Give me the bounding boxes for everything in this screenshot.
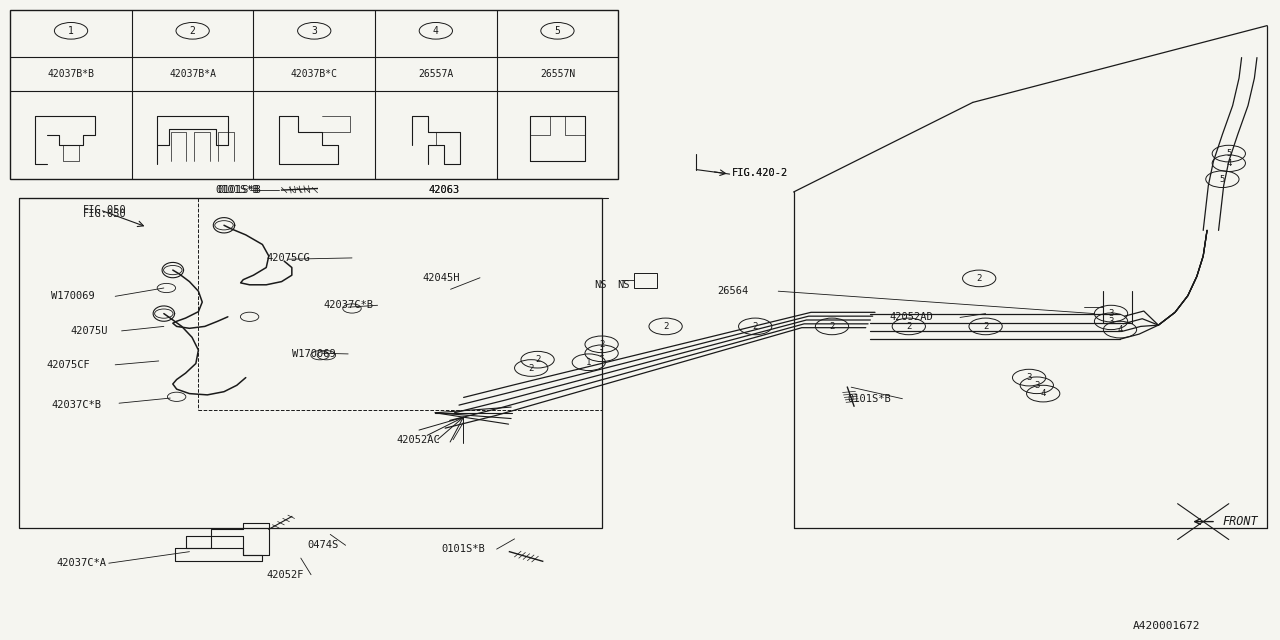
Text: NS: NS [617, 280, 630, 291]
Text: 0101S*B: 0101S*B [442, 544, 485, 554]
Bar [19, 198, 602, 528]
Text: 4: 4 [1117, 325, 1123, 334]
Text: FIG.050: FIG.050 [83, 209, 127, 220]
Text: 5: 5 [1220, 175, 1225, 184]
Text: 42052AC: 42052AC [397, 435, 440, 445]
Text: 42063: 42063 [429, 185, 460, 195]
Text: 42052F: 42052F [266, 570, 303, 580]
Text: 0101S*B: 0101S*B [215, 185, 259, 195]
Text: 2: 2 [977, 274, 982, 283]
Text: 4: 4 [1226, 159, 1231, 168]
Text: 3: 3 [1108, 309, 1114, 318]
Text: 2: 2 [599, 340, 604, 349]
Text: 42063: 42063 [429, 185, 460, 195]
Text: 26557A: 26557A [419, 69, 453, 79]
Text: 5: 5 [1226, 149, 1231, 158]
Text: FIG.420-2: FIG.420-2 [732, 168, 788, 179]
Text: 3: 3 [1027, 373, 1032, 382]
Text: 4: 4 [1041, 389, 1046, 398]
Text: 2: 2 [529, 364, 534, 372]
Text: 42037C*B: 42037C*B [324, 300, 374, 310]
Text: W170069: W170069 [292, 349, 335, 359]
Bar [10, 10, 618, 179]
Text: 0101S*B: 0101S*B [847, 394, 891, 404]
Bar [634, 273, 657, 288]
Text: W170069: W170069 [51, 291, 95, 301]
Text: FIG.050: FIG.050 [83, 205, 127, 215]
Text: FRONT: FRONT [1222, 515, 1258, 528]
Text: 0101S*B: 0101S*B [218, 185, 261, 195]
Text: 42045H: 42045H [422, 273, 460, 283]
Text: 42075CF: 42075CF [46, 360, 90, 370]
Text: 26557N: 26557N [540, 69, 575, 79]
Text: 3: 3 [1034, 381, 1039, 390]
Text: 3: 3 [1108, 317, 1114, 326]
Text: 42037B*B: 42037B*B [47, 69, 95, 79]
Text: NS: NS [594, 280, 607, 290]
Text: 2: 2 [189, 26, 196, 36]
Text: 2: 2 [663, 322, 668, 331]
Text: 5: 5 [554, 26, 561, 36]
Text: 42037B*A: 42037B*A [169, 69, 216, 79]
Text: 42075U: 42075U [70, 326, 108, 336]
Text: 42075CG: 42075CG [266, 253, 310, 263]
Text: 3: 3 [311, 26, 317, 36]
Text: 42052AD: 42052AD [890, 312, 933, 323]
Text: 2: 2 [906, 322, 911, 331]
Text: 1: 1 [586, 358, 591, 367]
Text: 0474S: 0474S [307, 540, 338, 550]
Text: 2: 2 [983, 322, 988, 331]
Text: 2: 2 [829, 322, 835, 331]
Text: 1: 1 [599, 349, 604, 358]
Text: 2: 2 [535, 355, 540, 364]
Text: 26564: 26564 [717, 286, 748, 296]
Text: 1: 1 [68, 26, 74, 36]
Text: 2: 2 [753, 322, 758, 331]
Text: 42037C*B: 42037C*B [51, 400, 101, 410]
Text: FIG.420-2: FIG.420-2 [732, 168, 788, 179]
Text: 4: 4 [433, 26, 439, 36]
Text: 42037C*A: 42037C*A [56, 558, 106, 568]
Text: 42037B*C: 42037B*C [291, 69, 338, 79]
Text: A420001672: A420001672 [1133, 621, 1201, 631]
